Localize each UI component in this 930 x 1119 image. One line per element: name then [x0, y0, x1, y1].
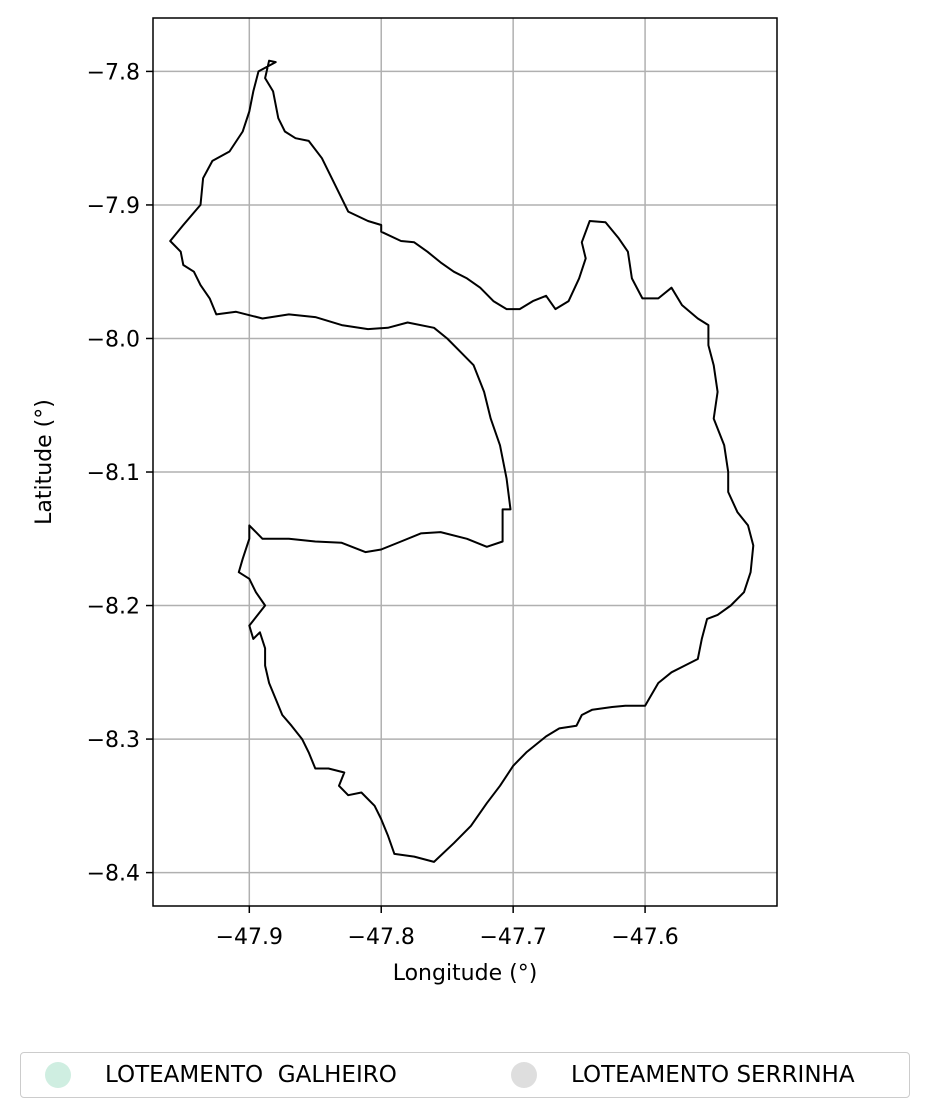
y-tick-label: −8.1 [87, 461, 140, 486]
x-tick-label: −47.8 [348, 925, 415, 950]
legend-swatch-serrinha [511, 1062, 537, 1088]
y-tick-label: −8.0 [87, 327, 140, 352]
x-axis-label: Longitude (°) [393, 961, 538, 986]
legend-swatch-galheiro [45, 1062, 71, 1088]
y-tick-label: −7.9 [87, 194, 140, 219]
y-tick-label: −8.4 [87, 862, 140, 887]
y-tick-label: −8.3 [87, 728, 140, 753]
y-tick-label: −7.8 [87, 60, 140, 85]
x-tick-label: −47.7 [479, 925, 546, 950]
map-figure: −47.9 −47.8 −47.7 −47.6 −7.8 −7.9 −8.0 −8.1 −8.… [32, 17, 778, 986]
region-outline [169, 59, 755, 863]
plot-frame [152, 17, 778, 907]
legend-label-galheiro: LOTEAMENTO GALHEIRO [105, 1062, 397, 1088]
x-tick-label: −47.6 [611, 925, 678, 950]
y-axis-label: Latitude (°) [32, 399, 57, 525]
x-tick-label: −47.9 [216, 925, 283, 950]
legend: LOTEAMENTO GALHEIRO LOTEAMENTO SERRINHA [20, 1052, 910, 1098]
legend-item-galheiro: LOTEAMENTO GALHEIRO [45, 1053, 397, 1097]
y-tick-label: −8.2 [87, 595, 140, 620]
y-axis-ticks: −7.8 −7.9 −8.0 −8.1 −8.2 −8.3 −8.4 [87, 60, 153, 887]
legend-item-serrinha: LOTEAMENTO SERRINHA [511, 1053, 855, 1097]
legend-label-serrinha: LOTEAMENTO SERRINHA [571, 1062, 855, 1088]
x-axis-ticks: −47.9 −47.8 −47.7 −47.6 [216, 906, 679, 950]
grid-lines [153, 18, 777, 906]
